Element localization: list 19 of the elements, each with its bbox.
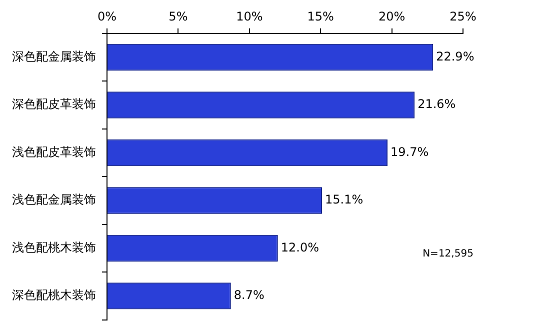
- y-tick-label: 深色配皮革装饰: [12, 97, 96, 112]
- data-label: 19.7%: [390, 144, 429, 159]
- y-tick-label: 深色配金属装饰: [12, 49, 96, 64]
- data-label: 22.9%: [436, 49, 474, 64]
- x-tick-label: 20%: [378, 9, 406, 24]
- data-label: 15.1%: [325, 192, 364, 207]
- data-label: 21.6%: [418, 97, 456, 112]
- y-tick-label: 浅色配桃木装饰: [12, 240, 96, 254]
- data-label: 12.0%: [280, 240, 320, 254]
- annotation: N=12,595: [422, 248, 474, 260]
- x-tick-label: 5%: [168, 9, 188, 24]
- y-tick-label: 浅色配皮革装饰: [12, 144, 96, 159]
- data-label: 8.7%: [234, 288, 264, 302]
- x-tick-label: 25%: [450, 9, 476, 24]
- x-tick-label: 10%: [236, 9, 263, 24]
- x-tick-label: 15%: [307, 9, 334, 24]
- x-tick-label: 0%: [97, 9, 117, 24]
- y-tick-label: 深色配桃木装饰: [12, 288, 96, 302]
- y-tick-label: 浅色配金属装饰: [12, 192, 96, 207]
